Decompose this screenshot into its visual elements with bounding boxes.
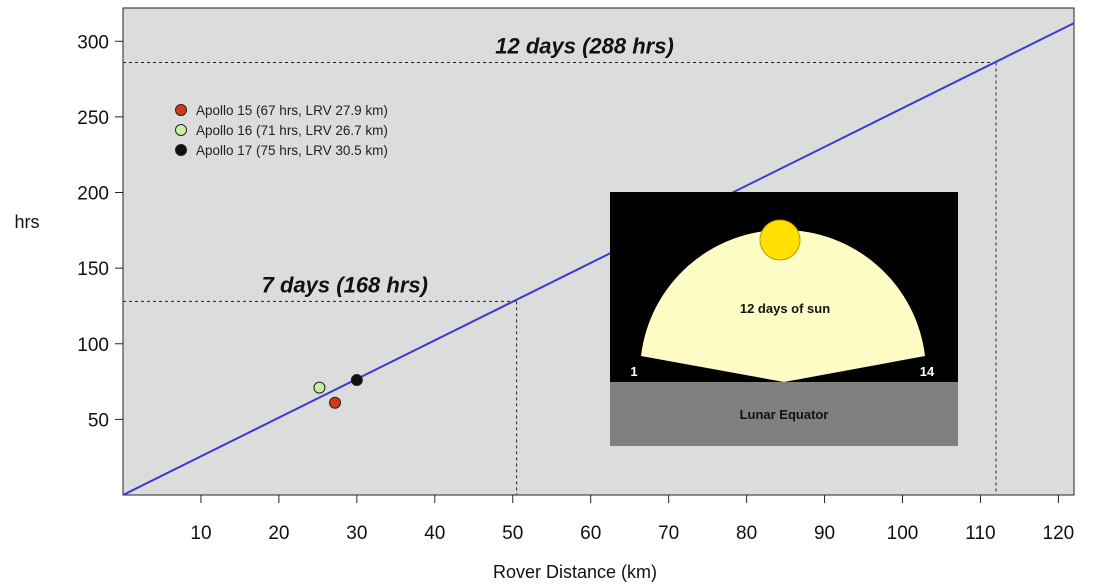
data-point [350,374,363,387]
inset-diagram: 12 days of sun 1 14 Lunar Equator [610,192,958,446]
inset-left-label: 1 [630,364,637,379]
x-tick-label: 110 [965,523,995,544]
x-tick-label: 120 [1043,523,1075,544]
y-axis-title: hrs [14,212,39,232]
y-tick-label: 150 [77,259,109,280]
reference-annotation: 12 days (288 hrs) [495,33,674,58]
legend-marker [175,104,187,116]
y-tick-label: 250 [77,108,109,129]
x-tick-label: 90 [814,523,835,544]
x-tick-label: 40 [424,523,445,544]
inset-right-label: 14 [920,364,935,379]
inset-sun-label: 12 days of sun [740,301,830,316]
inset-sun [759,219,801,261]
x-tick-label: 70 [658,523,679,544]
x-tick-label: 30 [346,523,367,544]
x-tick-label: 10 [190,523,211,544]
x-tick-label: 60 [580,523,601,544]
y-tick-label: 200 [77,184,109,205]
data-point [313,381,326,394]
x-tick-label: 80 [736,523,757,544]
inset-ground-label: Lunar Equator [740,407,829,422]
inset-ground [610,382,958,446]
legend-label: Apollo 15 (67 hrs, LRV 27.9 km) [196,103,388,118]
reference-annotation: 7 days (168 hrs) [262,272,428,297]
legend-marker [175,124,187,136]
data-point [329,396,342,409]
y-tick-label: 100 [77,335,109,356]
legend-marker [175,144,187,156]
x-axis-title: Rover Distance (km) [493,562,657,582]
trend-line [122,22,1075,496]
x-tick-label: 100 [887,523,919,544]
legend-label: Apollo 17 (75 hrs, LRV 30.5 km) [196,143,388,158]
x-tick-label: 50 [502,523,523,544]
inset-sunlight [641,229,925,382]
legend-label: Apollo 16 (71 hrs, LRV 26.7 km) [196,123,388,138]
x-tick-label: 20 [268,523,289,544]
y-tick-label: 300 [77,32,109,53]
y-tick-label: 50 [88,410,109,431]
